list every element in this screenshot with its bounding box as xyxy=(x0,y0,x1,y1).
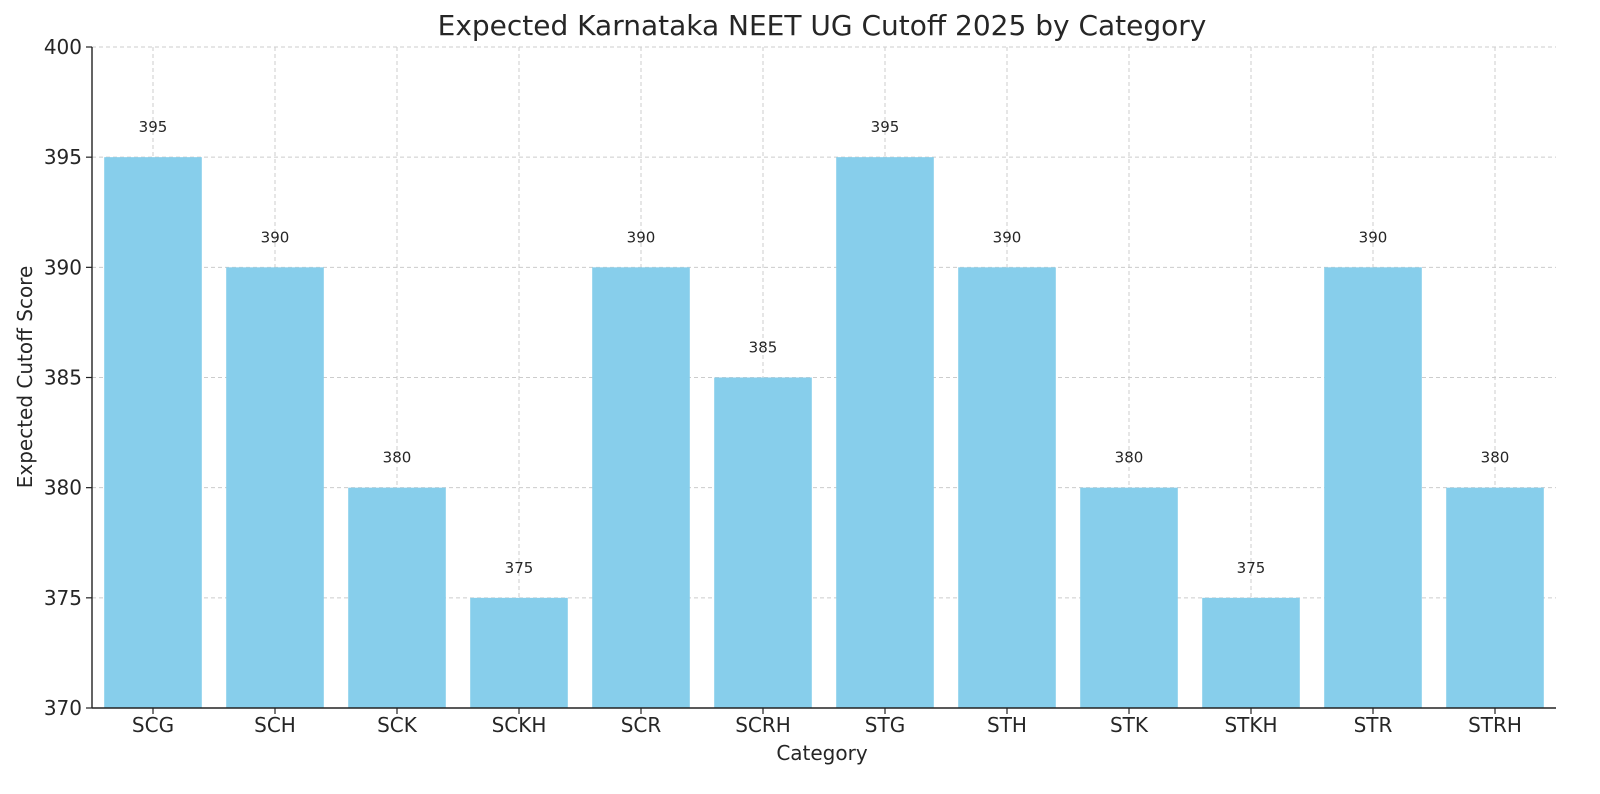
data-label: 390 xyxy=(261,228,290,246)
bar xyxy=(226,267,324,708)
chart-title: Expected Karnataka NEET UG Cutoff 2025 b… xyxy=(438,9,1207,42)
data-label: 375 xyxy=(1237,559,1266,577)
bar xyxy=(348,487,446,708)
y-ticks: 370 375 380 385 390 395 400 xyxy=(44,35,92,720)
y-tick-label: 395 xyxy=(44,145,82,169)
bar xyxy=(714,377,812,708)
x-tick-label: SCH xyxy=(254,713,296,737)
data-label: 380 xyxy=(1115,449,1144,467)
bar xyxy=(592,267,690,708)
data-label: 395 xyxy=(871,118,900,136)
x-tick-label: STKH xyxy=(1224,713,1277,737)
x-ticks: SCG SCH SCK SCKH SCR SCRH STG STH STK STKH STR STRH xyxy=(132,708,1522,737)
x-tick-label: SCG xyxy=(132,713,174,737)
x-tick-label: STR xyxy=(1354,713,1393,737)
y-axis-label: Expected Cutoff Score xyxy=(13,266,37,489)
data-label: 385 xyxy=(749,339,778,357)
data-labels: 395 390 380 375 390 385 395 390 380 375 390 380 xyxy=(139,118,1510,577)
data-label: 395 xyxy=(139,118,168,136)
x-tick-label: STRH xyxy=(1468,713,1522,737)
y-tick-label: 390 xyxy=(44,255,82,279)
bar xyxy=(836,157,934,708)
x-tick-label: SCKH xyxy=(492,713,547,737)
x-tick-label: SCR xyxy=(621,713,662,737)
x-tick-label: STH xyxy=(987,713,1027,737)
y-tick-label: 370 xyxy=(44,696,82,720)
data-label: 375 xyxy=(505,559,534,577)
bar xyxy=(1080,487,1178,708)
data-label: 390 xyxy=(627,228,656,246)
y-tick-label: 385 xyxy=(44,366,82,390)
bar xyxy=(958,267,1056,708)
y-tick-label: 380 xyxy=(44,476,82,500)
x-tick-label: SCK xyxy=(377,713,418,737)
bar xyxy=(1202,597,1300,708)
x-axis-label: Category xyxy=(776,741,868,765)
data-label: 380 xyxy=(383,449,412,467)
bar xyxy=(104,157,202,708)
data-label: 380 xyxy=(1481,449,1510,467)
x-tick-label: STG xyxy=(865,713,905,737)
data-label: 390 xyxy=(1359,228,1388,246)
bar xyxy=(1446,487,1544,708)
bars xyxy=(104,157,1544,708)
y-tick-label: 375 xyxy=(44,586,82,610)
x-tick-label: STK xyxy=(1110,713,1149,737)
x-tick-label: SCRH xyxy=(735,713,791,737)
bar xyxy=(1324,267,1422,708)
data-label: 390 xyxy=(993,228,1022,246)
y-tick-label: 400 xyxy=(44,35,82,59)
bar xyxy=(470,597,568,708)
